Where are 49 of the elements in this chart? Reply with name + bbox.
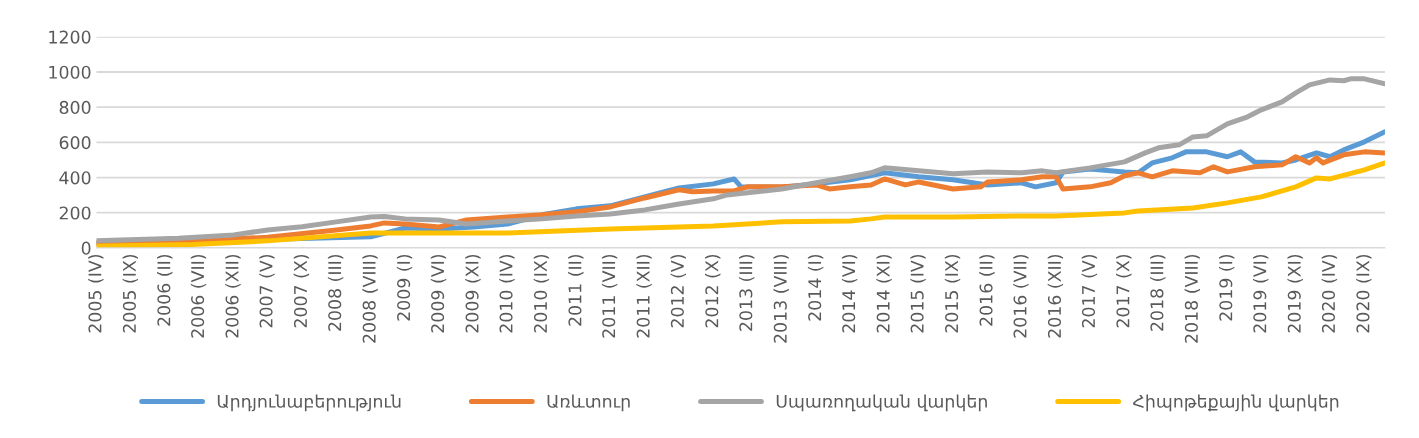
y-tick-label: 400 [59, 171, 91, 185]
x-tick-label: 2007 (X) [293, 254, 310, 328]
x-tick-label: 2015 (IV) [910, 254, 926, 333]
x-tick-label: 2011 (II) [568, 254, 584, 326]
x-tick-label: 2005 (IV) [88, 254, 104, 333]
x-tick-label: 2020 (IX) [1356, 254, 1372, 333]
x-tick-label: 2014 (VI) [841, 254, 858, 333]
x-tick-label: 2020 (IV) [1321, 254, 1338, 333]
y-tick-label: 1000 [49, 65, 91, 79]
x-tick-label: 2018 (III) [1150, 254, 1166, 331]
y-tick-label: 0 [81, 241, 91, 255]
x-tick-label: 2011 (VII) [601, 254, 618, 338]
x-tick-label: 2017 (V) [1081, 254, 1098, 328]
y-tick-label: 600 [59, 136, 91, 150]
x-tick-label: 2013 (III) [738, 254, 755, 331]
x-tick-label: 2017 (X) [1116, 254, 1132, 328]
x-tick-label: 2009 (I) [396, 254, 413, 321]
x-tick-label: 2010 (IV) [499, 254, 515, 333]
x-tick-label: 2005 (IX) [122, 254, 139, 333]
x-tick-label: 2013 (VIII) [773, 254, 789, 343]
x-tick-label: 2019 (I) [1218, 254, 1235, 321]
x-tick-label: 2016 (XII) [1047, 254, 1064, 338]
x-tick-label: 2016 (VII) [1013, 254, 1029, 338]
x-tick-label: 2015 (IX) [944, 254, 961, 333]
x-tick-label: 2006 (VII) [190, 254, 207, 338]
legend-label: Սպառողական վարկեր [776, 394, 987, 412]
legend-label: Արդյունաբերություն [217, 394, 401, 412]
x-tick-label: 2008 (VIII) [362, 254, 378, 343]
x-tick-label: 2007 (V) [259, 254, 275, 328]
x-tick-label: 2009 (VI) [430, 254, 447, 333]
x-tick-label: 2006 (II) [157, 254, 173, 326]
x-tick-label: 2008 (III) [327, 254, 344, 331]
x-tick-label: 2009 (XI) [465, 254, 481, 333]
x-tick-label: 2006 (XII) [225, 254, 241, 338]
x-tick-label: 2011 (XII) [636, 254, 652, 338]
x-tick-label: 2014 (XI) [876, 254, 892, 333]
y-tick-label: 1200 [49, 30, 91, 44]
x-tick-label: 2012 (V) [670, 254, 686, 328]
legend-label: Առևտուր [547, 394, 630, 412]
x-tick-label: 2019 (VI) [1252, 254, 1269, 333]
x-tick-label: 2012 (X) [704, 254, 721, 328]
x-tick-label: 2010 (IX) [533, 254, 550, 333]
x-tick-label: 2014 (I) [807, 254, 824, 321]
x-tick-label: 2019 (XI) [1287, 254, 1303, 333]
y-tick-label: 800 [59, 100, 91, 115]
legend-label: Հիպոթեքային վարկեր [1133, 394, 1339, 412]
x-tick-label: 2016 (II) [979, 254, 995, 326]
y-tick-label: 200 [59, 206, 91, 220]
x-tick-label: 2018 (VIII) [1184, 254, 1200, 343]
